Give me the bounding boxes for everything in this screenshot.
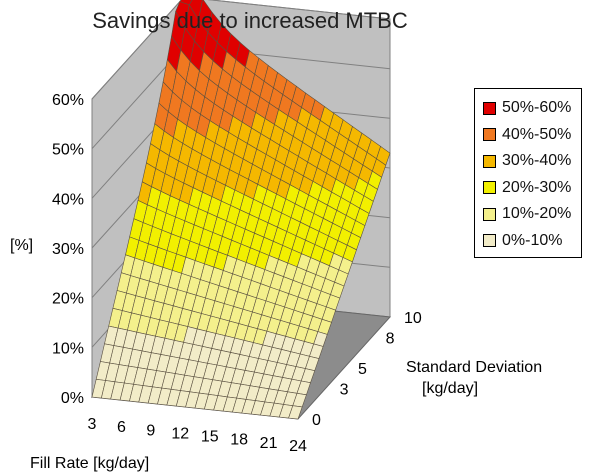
y-tick-label: 40% <box>52 191 84 208</box>
z-tick-label: 5 <box>358 361 367 378</box>
legend-swatch-10-20 <box>483 207 496 221</box>
x-tick-label: 24 <box>289 438 307 455</box>
legend-item-40-50: 40%-50% <box>483 122 581 149</box>
legend-label-40-50: 40%-50% <box>502 125 572 143</box>
y-tick-label: 20% <box>52 291 84 308</box>
z-tick-label: 8 <box>386 330 395 347</box>
x-tick-label: 12 <box>171 425 189 442</box>
x-tick-label: 9 <box>146 422 155 439</box>
z-axis-label-line1: Standard Deviation <box>406 359 542 376</box>
legend-item-10-20: 10%-20% <box>483 201 581 228</box>
legend-label-10-20: 10%-20% <box>502 205 572 223</box>
x-tick-label: 18 <box>230 432 248 449</box>
surface-patch <box>288 405 303 420</box>
z-tick-label: 10 <box>404 310 422 327</box>
legend-item-50-60: 50%-60% <box>483 95 581 122</box>
y-tick-label: 30% <box>52 241 84 258</box>
z-tick-label: 0 <box>312 412 321 429</box>
y-tick-label: 10% <box>52 340 84 357</box>
y-tick-label: 60% <box>52 92 84 109</box>
gridline <box>91 0 391 100</box>
legend-item-20-30: 20%-30% <box>483 175 581 202</box>
legend-item-0-10: 0%-10% <box>483 228 581 255</box>
legend-label-20-30: 20%-30% <box>502 178 572 196</box>
x-tick-label: 3 <box>88 416 97 433</box>
legend-swatch-20-30 <box>483 181 496 195</box>
y-tick-label: 50% <box>52 142 84 159</box>
legend-label-0-10: 0%-10% <box>502 231 563 249</box>
legend-label-30-40: 30%-40% <box>502 152 572 170</box>
legend-swatch-0-10 <box>483 234 496 248</box>
legend-swatch-40-50 <box>483 128 496 142</box>
legend-item-30-40: 30%-40% <box>483 148 581 175</box>
z-tick-label: 3 <box>340 381 349 398</box>
x-tick-label: 15 <box>201 429 219 446</box>
legend: 50%-60% 40%-50% 30%-40% 20%-30% 10%-20% … <box>474 88 582 258</box>
x-tick-label: 21 <box>260 435 278 452</box>
z-axis-label-line2: [kg/day] <box>422 380 478 397</box>
legend-swatch-50-60 <box>483 101 496 115</box>
x-tick-label: 6 <box>117 419 126 436</box>
x-axis-label: Fill Rate [kg/day] <box>30 455 149 472</box>
y-axis-label: [%] <box>10 237 33 254</box>
legend-label-50-60: 50%-60% <box>502 99 572 117</box>
legend-swatch-30-40 <box>483 154 496 168</box>
chart-title: Savings due to increased MTBC <box>92 8 408 33</box>
y-tick-label: 0% <box>61 390 84 407</box>
